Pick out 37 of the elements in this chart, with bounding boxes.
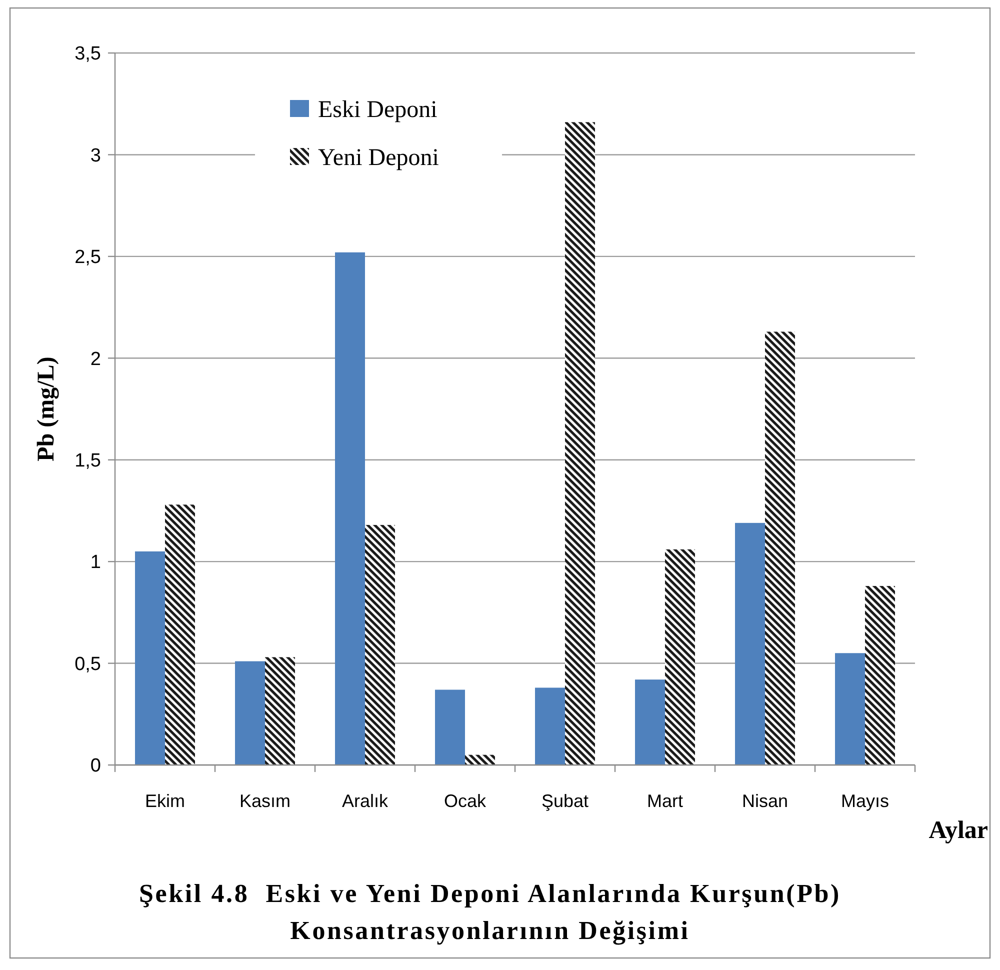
legend-label: Eski Deponi	[318, 96, 438, 123]
bar	[265, 657, 295, 765]
bar	[335, 252, 365, 765]
y-tick-label: 2,5	[74, 247, 101, 268]
bar	[365, 524, 395, 765]
bar	[165, 504, 195, 765]
x-tick-label: Aralık	[342, 791, 390, 811]
y-tick-label: 1	[90, 552, 101, 574]
x-tick-label: Ekim	[145, 791, 185, 811]
bar	[635, 680, 665, 765]
x-tick-label: Kasım	[239, 791, 291, 811]
x-tick-label: Mayıs	[840, 791, 890, 811]
text: Şekil 4.8 Eski ve Yeni Deponi Alanlarında Kurşun(Pb) Konsantrasyonlarının Değişimi	[139, 879, 841, 945]
bar	[835, 653, 865, 765]
bar	[565, 122, 595, 765]
bar	[535, 688, 565, 765]
x-tick-label: Ocak	[444, 791, 488, 811]
bar	[465, 754, 495, 765]
y-tick-label: 1,5	[74, 450, 101, 472]
y-tick-label: 3,5	[74, 44, 101, 65]
bar	[735, 522, 765, 765]
bar	[665, 549, 695, 765]
y-tick-label: 0,5	[74, 654, 101, 675]
x-tick-label: Şubat	[541, 791, 589, 811]
y-tick-label: 0	[90, 756, 101, 777]
bar	[765, 332, 795, 765]
bar	[135, 551, 165, 765]
y-tick-label: 3	[90, 145, 101, 166]
bar	[235, 661, 265, 765]
x-tick-label: Nisan	[742, 791, 788, 811]
y-axis-title: Pb (mg/L)	[33, 356, 60, 462]
bar	[865, 586, 895, 765]
x-axis-title: Aylar	[928, 817, 988, 844]
bar	[435, 690, 465, 765]
y-tick-label: 2	[90, 348, 101, 370]
x-tick-label: Mart	[647, 791, 683, 811]
legend-label: Yeni Deponi	[318, 144, 440, 171]
